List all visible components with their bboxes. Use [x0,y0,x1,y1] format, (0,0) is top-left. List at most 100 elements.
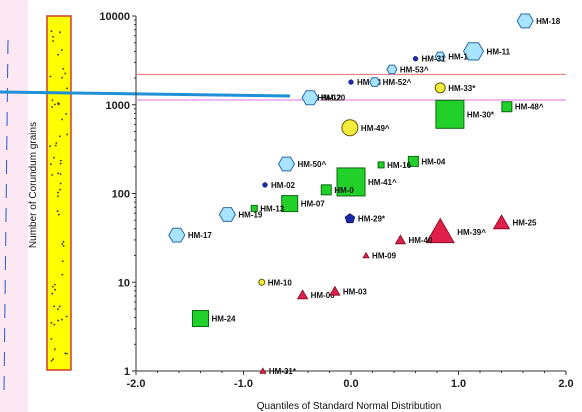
point-label: HM-07 [301,200,326,209]
bar-speck [60,318,63,321]
triangle-marker [296,289,309,300]
x-tick-label: 1.0 [451,378,466,390]
bar-speck [57,195,59,198]
point-label: HM-18 [536,17,561,26]
bar-speck [57,53,60,56]
bar-speck [51,292,54,295]
bar-speck [59,31,61,34]
point-label: HM-25 [513,219,538,228]
bar-speck [49,75,52,78]
circle-marker [341,119,359,137]
bar-speck [59,159,62,162]
hexagon-marker [301,90,319,106]
point-label: HM-48^ [515,103,544,112]
bar-speck [58,135,61,138]
point-label: HM-52^ [383,78,412,87]
circle-marker [262,182,268,188]
bar-speck [53,323,56,326]
square-marker [377,161,385,169]
pentagon-marker [344,213,356,224]
point-label: HM-31* [269,367,297,376]
x-tick-label: 2.0 [558,378,573,390]
hexagon-marker [434,51,446,62]
bar-speck [65,113,68,115]
bar-speck [59,188,61,191]
point-label: HM-04 [421,157,446,166]
x-tick-label: -2.0 [127,378,146,390]
hexagon-marker [168,227,186,243]
bar-speck [50,359,53,362]
point-label: HM-10 [268,278,293,287]
bar-speck [61,118,63,121]
square-marker [192,310,209,328]
bar-speck [55,142,58,144]
bar-speck [52,358,54,361]
corundum-column-dots [49,30,69,362]
triangle-marker [329,285,341,296]
hexagon-marker [516,13,534,29]
bar-speck [53,103,56,106]
point-label: HM-24 [212,315,237,324]
bar-speck [62,245,65,247]
y-tick-label: 1 [124,366,130,378]
bar-speck [54,288,57,291]
bar-speck [61,260,64,263]
y-tick-label: 10000 [99,11,130,23]
square-marker [281,195,299,213]
strip-dash-line [3,39,9,391]
axes: 1 10 100 1000 10000 -2.0 -1.0 0.0 1.0 2.0 [99,11,573,390]
bar-speck [59,173,62,175]
bar-speck [58,305,61,308]
point-label: HM-19 [238,210,263,219]
point-label: HM-13 [260,204,285,213]
triangle-marker [394,234,407,245]
square-marker [336,167,366,197]
point-label: HM-20 [321,94,346,103]
bar-speck [60,49,63,51]
point-label: HM-29* [358,215,386,224]
circle-marker [258,278,266,286]
bar-speck [62,240,65,243]
point-label: HM-1 [448,52,468,61]
point-label: HM-33* [448,84,476,93]
bar-speck [53,348,56,351]
left-strip [0,0,28,412]
hexagon-marker [277,156,296,172]
square-marker [435,99,465,129]
bar-speck [56,308,59,310]
x-axis-label: Quantiles of Standard Normal Distributio… [257,401,442,412]
point-label: HM-03 [343,287,368,296]
point-label: HM-12 [317,94,342,103]
bar-speck [66,352,68,355]
bar-speck [59,182,62,185]
bar-speck [53,305,56,308]
triangle-marker [259,367,267,374]
bar-speck [57,172,60,175]
square-marker [407,155,419,167]
bar-speck [50,321,53,324]
bar-speck [56,191,59,194]
bar-speck [51,285,54,288]
y-tick-label: 10 [118,277,130,289]
bar-speck [51,106,53,108]
bar-speck [52,40,55,42]
x-tick-label: 0.0 [343,378,358,390]
point-label: HM-31 [422,55,447,64]
point-label: HM-16 [387,161,412,170]
hexagon-marker [369,77,381,87]
bar-speck [51,99,54,102]
bar-speck [62,67,65,70]
bar-speck [52,156,55,159]
bar-speck [49,163,52,166]
bar-speck [66,133,69,136]
hexagon-marker [462,42,485,61]
reference-lines [136,73,566,101]
bar-speck [61,76,63,79]
circle-marker [434,82,446,94]
point-label: HM-39^ [457,228,486,237]
bar-speck [66,87,69,90]
square-marker [320,184,332,196]
bar-speck [59,162,62,165]
